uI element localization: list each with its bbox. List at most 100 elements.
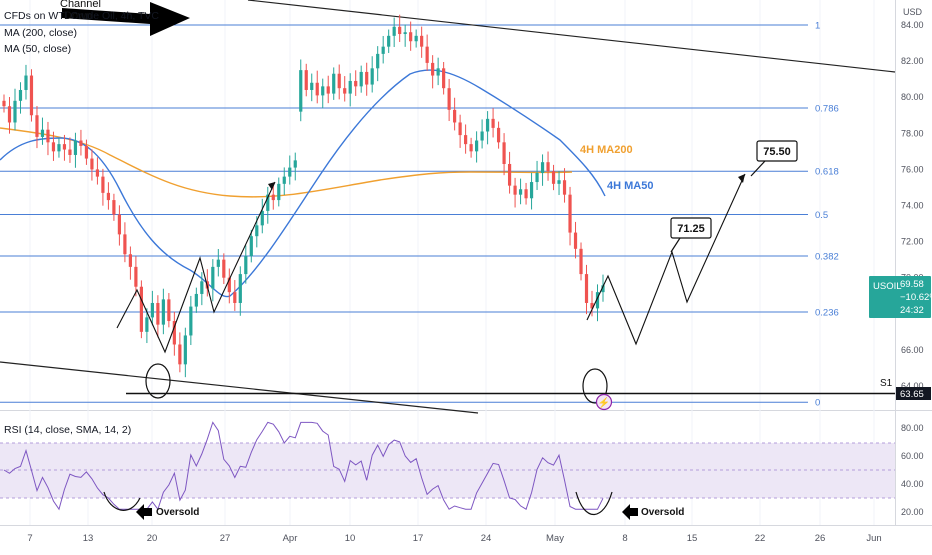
candle (573, 232, 578, 249)
candle (112, 200, 116, 215)
ma200-legend[interactable]: MA (200, close) (4, 27, 77, 39)
candle (7, 106, 12, 123)
candle (381, 46, 385, 54)
channel-label-1: Channel (60, 0, 101, 10)
candle (431, 62, 435, 76)
time-tick-label: Jun (866, 533, 881, 544)
candle (337, 73, 341, 89)
ma50-tag: 4H MA50 (607, 180, 653, 192)
oversold-label-2: Oversold (641, 507, 684, 518)
candle (216, 259, 220, 267)
rsi-tick-label: 20.00 (901, 507, 924, 517)
candle (321, 86, 325, 96)
fib-label: 0.618 (815, 167, 839, 178)
event-icon[interactable] (595, 393, 613, 411)
target-callout-2[interactable]: 75.50 (750, 140, 798, 177)
candle (507, 163, 512, 186)
candle (436, 68, 440, 76)
candle (167, 299, 171, 322)
candle (551, 171, 556, 184)
candle (227, 277, 231, 293)
candle (502, 142, 506, 164)
candle (480, 131, 484, 141)
candle (387, 35, 391, 47)
fib-label: 0.236 (815, 307, 839, 318)
candle (453, 109, 457, 123)
candle (79, 140, 83, 146)
candle (271, 194, 275, 201)
candle (310, 82, 314, 90)
rsi-tick-label: 40.00 (901, 479, 924, 489)
candle (18, 89, 23, 101)
candle (513, 185, 517, 195)
candle (398, 26, 402, 35)
badge-price: 69.58 (900, 279, 924, 290)
price-tick-label: 64.00 (901, 381, 924, 391)
ma200-tag: 4H MA200 (580, 144, 633, 156)
candle (2, 100, 6, 107)
candle (84, 145, 89, 159)
price-tick-label: 66.00 (901, 345, 924, 355)
time-tick-label: May (546, 533, 564, 544)
candle (178, 344, 182, 365)
candle (211, 266, 215, 289)
time-tick-label: 27 (220, 533, 231, 544)
time-tick-label: 15 (687, 533, 698, 544)
support-label: S1 (880, 378, 893, 389)
price-tick-label: 82.00 (901, 56, 924, 66)
price-badge[interactable]: USOIL 69.58 −10.62% 24:32 (869, 276, 932, 318)
candle (590, 302, 594, 309)
lightning-icon: ⚡ (598, 396, 610, 409)
candle (282, 176, 286, 184)
candle (266, 194, 270, 211)
channel-label-2: Down (64, 10, 92, 22)
rsi-ticks: 80.00 60.00 40.00 20.00 (901, 423, 924, 517)
ma200-line (0, 127, 573, 198)
candle (57, 144, 61, 152)
candle (447, 88, 451, 110)
time-tick-label: 26 (815, 533, 826, 544)
oversold-arrow-icon-1 (136, 504, 152, 520)
candle (101, 176, 105, 193)
low-circle-2[interactable] (582, 368, 608, 404)
candle (524, 189, 528, 199)
candle (315, 82, 319, 96)
chart-title[interactable]: CFDs on WTI Crude Oil, 4h, TVC (4, 10, 159, 22)
price-tick-label: 78.00 (901, 128, 924, 138)
candle (189, 306, 193, 336)
support-price-badge[interactable] (896, 387, 931, 400)
price-tick-label: 76.00 (901, 164, 924, 174)
candle (529, 182, 534, 199)
candle (73, 140, 78, 155)
candle (332, 73, 336, 94)
channel-lower-line[interactable] (0, 361, 479, 414)
candle (568, 194, 572, 233)
target-callout-1[interactable]: 71.25 (670, 217, 712, 253)
ma50-legend[interactable]: MA (50, close) (4, 43, 71, 55)
candle (46, 129, 50, 143)
fib-label: 0 (815, 398, 820, 409)
candle (222, 259, 226, 278)
candle (392, 26, 396, 36)
zigzag-drawing[interactable] (116, 181, 276, 354)
candle (161, 299, 165, 325)
candle (139, 286, 143, 332)
channel-upper-line[interactable] (247, 0, 896, 73)
rsi-oversold-curve-1 (103, 491, 141, 511)
candle (299, 70, 303, 112)
candle (123, 234, 127, 255)
candle (425, 46, 429, 63)
projection-path[interactable] (586, 173, 746, 346)
candle (29, 75, 34, 116)
candle (579, 248, 583, 275)
rsi-legend[interactable]: RSI (14, close, SMA, 14, 2) (4, 424, 131, 436)
candle (326, 86, 330, 94)
channel-arrow-icon (62, 2, 190, 36)
low-circle-1[interactable] (145, 363, 171, 399)
time-tick-label: 7 (27, 533, 32, 544)
oversold-arrow-icon-2 (622, 504, 638, 520)
candle (128, 254, 132, 267)
candle (172, 321, 176, 345)
target-2-label: 75.50 (763, 146, 791, 158)
